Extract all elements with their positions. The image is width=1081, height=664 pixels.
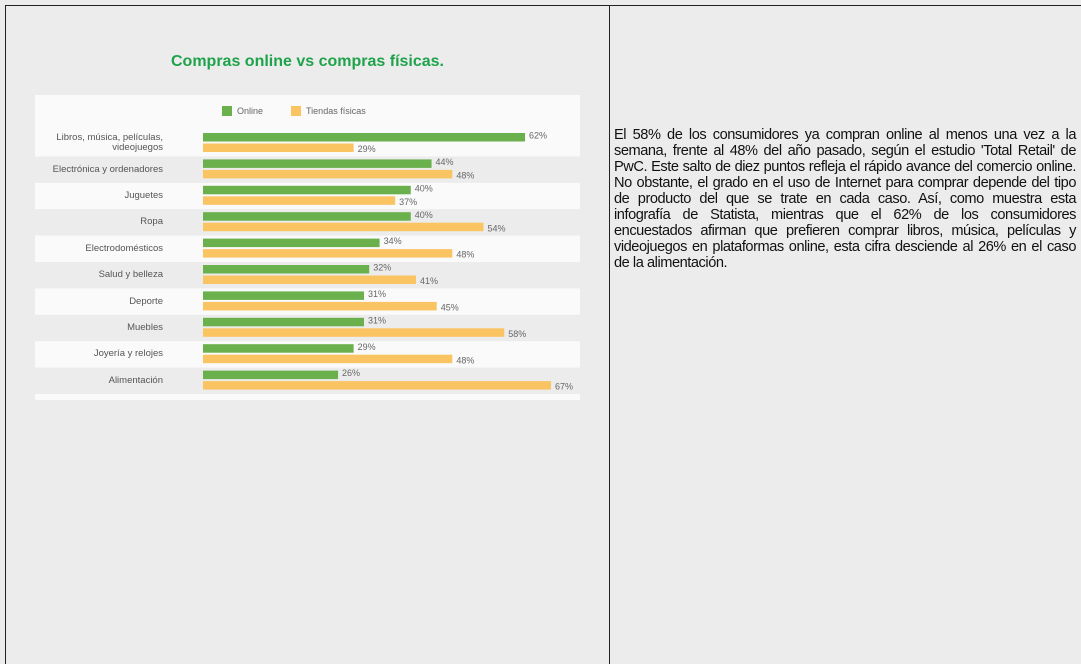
bar	[203, 344, 354, 353]
value-label: 40%	[415, 183, 433, 193]
bar	[203, 370, 339, 380]
bar	[203, 317, 365, 327]
value-label: 62%	[529, 131, 547, 141]
value-label: 54%	[487, 223, 505, 233]
bar	[203, 196, 396, 205]
value-label: 31%	[368, 315, 386, 325]
legend-swatch	[291, 106, 302, 116]
value-label: 40%	[415, 210, 433, 220]
value-label: 31%	[368, 289, 386, 299]
legend-label: Online	[237, 106, 263, 116]
category-label: Juguetes	[124, 190, 163, 201]
frame	[5, 5, 1081, 664]
bar	[203, 143, 354, 152]
legend-swatch	[222, 106, 232, 116]
value-label: 29%	[358, 144, 376, 154]
value-label: 26%	[342, 368, 360, 378]
bar	[203, 249, 453, 258]
value-label: 34%	[384, 236, 402, 246]
category-label: Libros, música, películas, videojuegos	[56, 132, 163, 154]
bar	[203, 328, 505, 337]
bar	[203, 222, 484, 232]
bar	[203, 291, 365, 300]
bar	[203, 238, 380, 248]
value-label: 29%	[358, 342, 376, 352]
bar	[203, 212, 411, 221]
category-label: Electrodomésticos	[85, 242, 163, 254]
category-label: Deporte	[129, 295, 163, 307]
category-label: Salud y belleza	[98, 269, 163, 281]
value-label: 67%	[555, 382, 573, 392]
value-label: 44%	[436, 157, 454, 167]
chart-title: Compras online vs compras físicas.	[171, 53, 444, 70]
bar	[203, 354, 453, 364]
legend-label: Tiendas físicas	[306, 106, 366, 116]
value-label: 32%	[373, 263, 391, 273]
bar	[203, 301, 437, 311]
bar	[203, 381, 551, 390]
bar	[203, 265, 370, 274]
bar	[203, 185, 411, 195]
divider	[609, 5, 610, 664]
value-label: 37%	[399, 197, 417, 207]
category-label: Muebles	[127, 322, 163, 333]
value-label: 45%	[441, 303, 459, 313]
bar	[203, 275, 416, 284]
category-label: Ropa	[140, 216, 163, 228]
chart: Online Tiendas físicas 62% 29% 44% 48% 40% 37% 4…	[35, 95, 580, 400]
value-label: 48%	[456, 171, 474, 181]
category-label: Joyería y relojes	[93, 348, 163, 360]
bar	[203, 169, 453, 179]
value-label: 58%	[508, 329, 526, 339]
category-label: Alimentación	[108, 374, 163, 386]
value-label: 48%	[456, 355, 474, 365]
bar	[203, 133, 526, 142]
value-label: 48%	[456, 250, 474, 260]
category-label: Electrónica y ordenadores	[52, 163, 163, 175]
chart-svg: Online Tiendas físicas62%29%44%48%40%37%4…	[35, 106, 580, 394]
bar	[203, 159, 432, 168]
paragraph: El 58% de los consumidores ya compran on…	[614, 127, 1076, 271]
value-label: 41%	[420, 276, 438, 286]
